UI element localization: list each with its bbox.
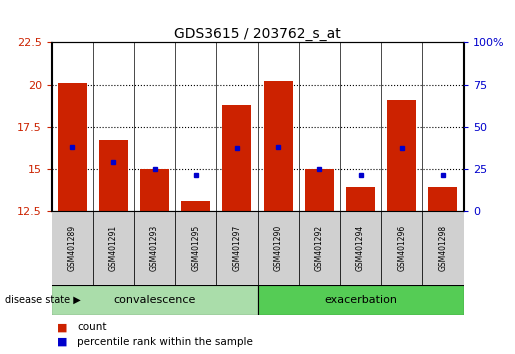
Text: count: count: [77, 322, 107, 332]
Bar: [140, 169, 169, 211]
Bar: [258, 285, 464, 315]
Bar: [387, 100, 416, 211]
Text: GSM401290: GSM401290: [273, 225, 283, 271]
Bar: [175, 211, 216, 285]
Text: GSM401294: GSM401294: [356, 225, 365, 271]
Bar: [52, 211, 93, 285]
Text: GSM401298: GSM401298: [438, 225, 448, 271]
Bar: [340, 211, 381, 285]
Bar: [134, 211, 175, 285]
Bar: [258, 211, 299, 285]
Bar: [181, 200, 210, 211]
Text: convalescence: convalescence: [113, 295, 196, 305]
Title: GDS3615 / 203762_s_at: GDS3615 / 203762_s_at: [174, 28, 341, 41]
Bar: [381, 211, 422, 285]
Text: GSM401296: GSM401296: [397, 225, 406, 271]
Bar: [299, 211, 340, 285]
Text: disease state ▶: disease state ▶: [5, 295, 81, 305]
Text: GSM401292: GSM401292: [315, 225, 324, 271]
Bar: [422, 211, 464, 285]
Bar: [216, 211, 258, 285]
Text: ■: ■: [57, 337, 67, 347]
Text: GSM401289: GSM401289: [67, 225, 77, 271]
Bar: [264, 81, 293, 211]
Bar: [305, 169, 334, 211]
Text: exacerbation: exacerbation: [324, 295, 397, 305]
Text: GSM401295: GSM401295: [191, 225, 200, 271]
Bar: [99, 140, 128, 211]
Text: GSM401297: GSM401297: [232, 225, 242, 271]
Bar: [346, 187, 375, 211]
Text: GSM401291: GSM401291: [109, 225, 118, 271]
Bar: [93, 211, 134, 285]
Text: percentile rank within the sample: percentile rank within the sample: [77, 337, 253, 347]
Bar: [58, 83, 87, 211]
Bar: [428, 187, 457, 211]
Text: ■: ■: [57, 322, 67, 332]
Text: GSM401293: GSM401293: [150, 225, 159, 271]
Bar: [222, 105, 251, 211]
Bar: [52, 285, 258, 315]
